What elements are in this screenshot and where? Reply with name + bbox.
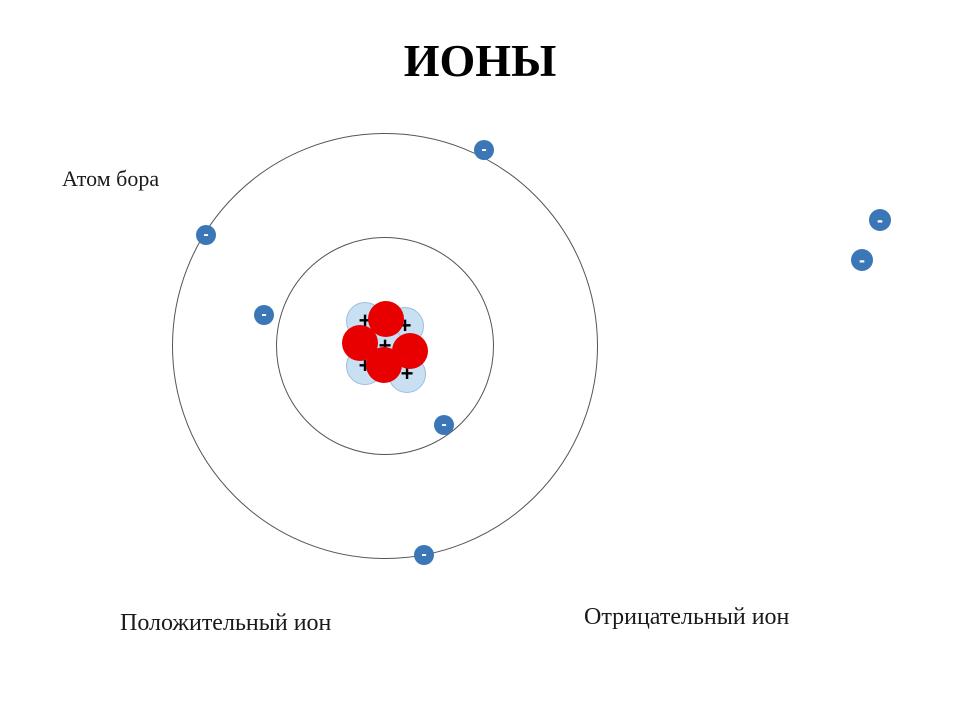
atom-boron-label: Атом бора [62, 166, 159, 192]
free-electron: - [869, 209, 891, 231]
electron: - [254, 305, 274, 325]
electron: - [434, 415, 454, 435]
electron: - [196, 225, 216, 245]
negative-ion-label: Отрицательный ион [584, 604, 789, 631]
electron: - [474, 140, 494, 160]
electron: - [414, 545, 434, 565]
neutron [366, 347, 402, 383]
free-electron: - [851, 249, 873, 271]
page-title: ИОНЫ [0, 34, 960, 87]
positive-ion-label: Положительный ион [120, 610, 331, 637]
